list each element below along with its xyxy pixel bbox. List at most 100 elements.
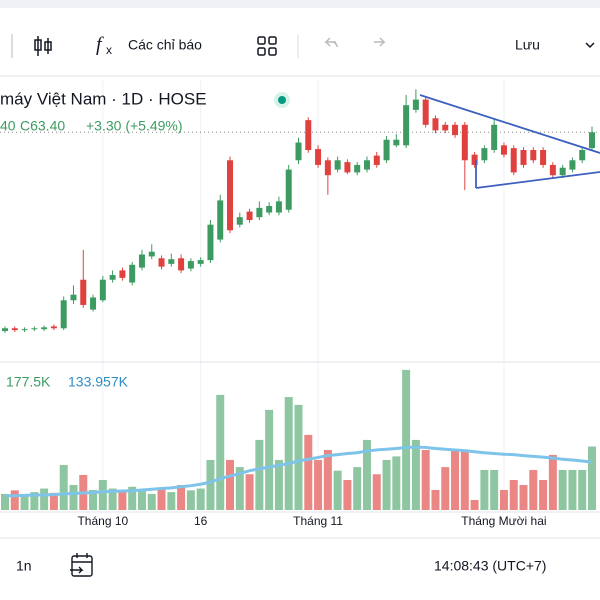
volume-bar (206, 459, 215, 510)
status-dot (278, 96, 286, 104)
volume-bar (226, 459, 235, 510)
candle-body (168, 259, 175, 264)
volume-bar (294, 404, 303, 510)
candle-body (354, 164, 361, 173)
volume-ma-value: 133.957K (68, 374, 129, 390)
candle-body (579, 150, 586, 161)
candle-body (569, 160, 576, 170)
top-strip (0, 0, 600, 8)
volume-bar (245, 474, 254, 510)
volume-bar (323, 449, 332, 510)
volume-bar (421, 449, 430, 510)
candle-body (344, 162, 351, 173)
candle-body (217, 200, 224, 240)
fx-icon[interactable]: f (96, 34, 104, 56)
volume-bar (402, 369, 411, 510)
volume-value: 177.5K (6, 374, 51, 390)
volume-bar (147, 493, 156, 510)
candle-body (403, 105, 410, 146)
volume-bar (10, 490, 19, 510)
volume-bar (186, 490, 195, 510)
candle-icon[interactable] (34, 36, 52, 56)
volume-bar (460, 449, 469, 510)
candle-body (432, 118, 439, 131)
candle-body (90, 297, 97, 310)
volume-bar (362, 439, 371, 510)
candle-body (227, 160, 234, 231)
volume-bar (98, 479, 107, 510)
ohlc-change: +3.30 (+5.49%) (86, 118, 183, 134)
volume-ma-line (5, 445, 593, 498)
triangle-drawing[interactable] (419, 94, 600, 189)
candle-body (315, 149, 322, 165)
candle-body (187, 261, 194, 269)
volume-bar (539, 479, 548, 510)
candle-body (412, 99, 419, 110)
candle-body (246, 211, 253, 220)
volume-bar (304, 434, 313, 510)
volume-bar (255, 439, 264, 510)
volume-bar (431, 489, 440, 510)
undo-icon[interactable] (324, 37, 338, 48)
volume-bar (372, 474, 381, 510)
volume-bar (548, 454, 557, 510)
candle-body (452, 124, 459, 136)
candle-body (559, 167, 566, 176)
volume-bar (343, 479, 352, 510)
candle-body (70, 294, 77, 301)
volume-bar (1, 493, 9, 510)
x-tick-label: Tháng 10 (77, 514, 128, 528)
candle-body (285, 169, 292, 210)
candle-body (500, 145, 507, 155)
candle-body (2, 328, 8, 332)
layout-icon[interactable] (257, 36, 277, 56)
candle-body (207, 224, 214, 261)
volume-bar (529, 469, 538, 510)
candle-body (481, 148, 488, 161)
volume-bar (558, 469, 567, 510)
candle-body (373, 155, 380, 165)
candle-body (50, 326, 57, 329)
candle-body (363, 160, 370, 170)
volume-bar (392, 456, 401, 510)
candle-body (31, 328, 38, 330)
candle-body (520, 150, 527, 165)
candle-body (383, 139, 390, 161)
volume-bar (118, 492, 127, 510)
goto-date-icon[interactable] (70, 553, 93, 577)
candle-body (256, 207, 263, 218)
x-tick-label: Tháng 11 (293, 514, 343, 528)
volume-bar (382, 459, 391, 510)
candle-body (41, 327, 48, 330)
volume-bar (490, 469, 499, 510)
candle-body (148, 251, 155, 257)
candle-body (158, 258, 165, 267)
candle-body (80, 279, 87, 305)
save-dropdown[interactable] (585, 42, 595, 49)
volume-bar (470, 499, 479, 510)
volume-bar (265, 409, 274, 510)
candle-body (295, 142, 302, 161)
candle-body (422, 99, 429, 125)
volume-bar (49, 492, 58, 510)
volume-bar (451, 449, 460, 510)
candle-body (99, 279, 106, 301)
volume-bar (274, 459, 283, 510)
candle-body (530, 150, 537, 161)
ohlc-close: C63.40 (20, 118, 65, 134)
candle-body (60, 300, 67, 329)
redo-icon[interactable] (374, 37, 386, 47)
indicators-button[interactable]: Các chỉ báo (128, 37, 202, 53)
range-button[interactable]: 1n (16, 558, 32, 574)
candle-body (510, 148, 517, 173)
candle-body (11, 328, 18, 331)
candle-body (21, 329, 28, 331)
volume-bar (235, 467, 244, 510)
save-button[interactable]: Lưu (515, 37, 540, 53)
candle-body (119, 270, 126, 278)
volume-bar (177, 484, 186, 510)
candle-body (305, 120, 312, 150)
volume-bar (69, 484, 78, 510)
candle-body (471, 154, 478, 165)
